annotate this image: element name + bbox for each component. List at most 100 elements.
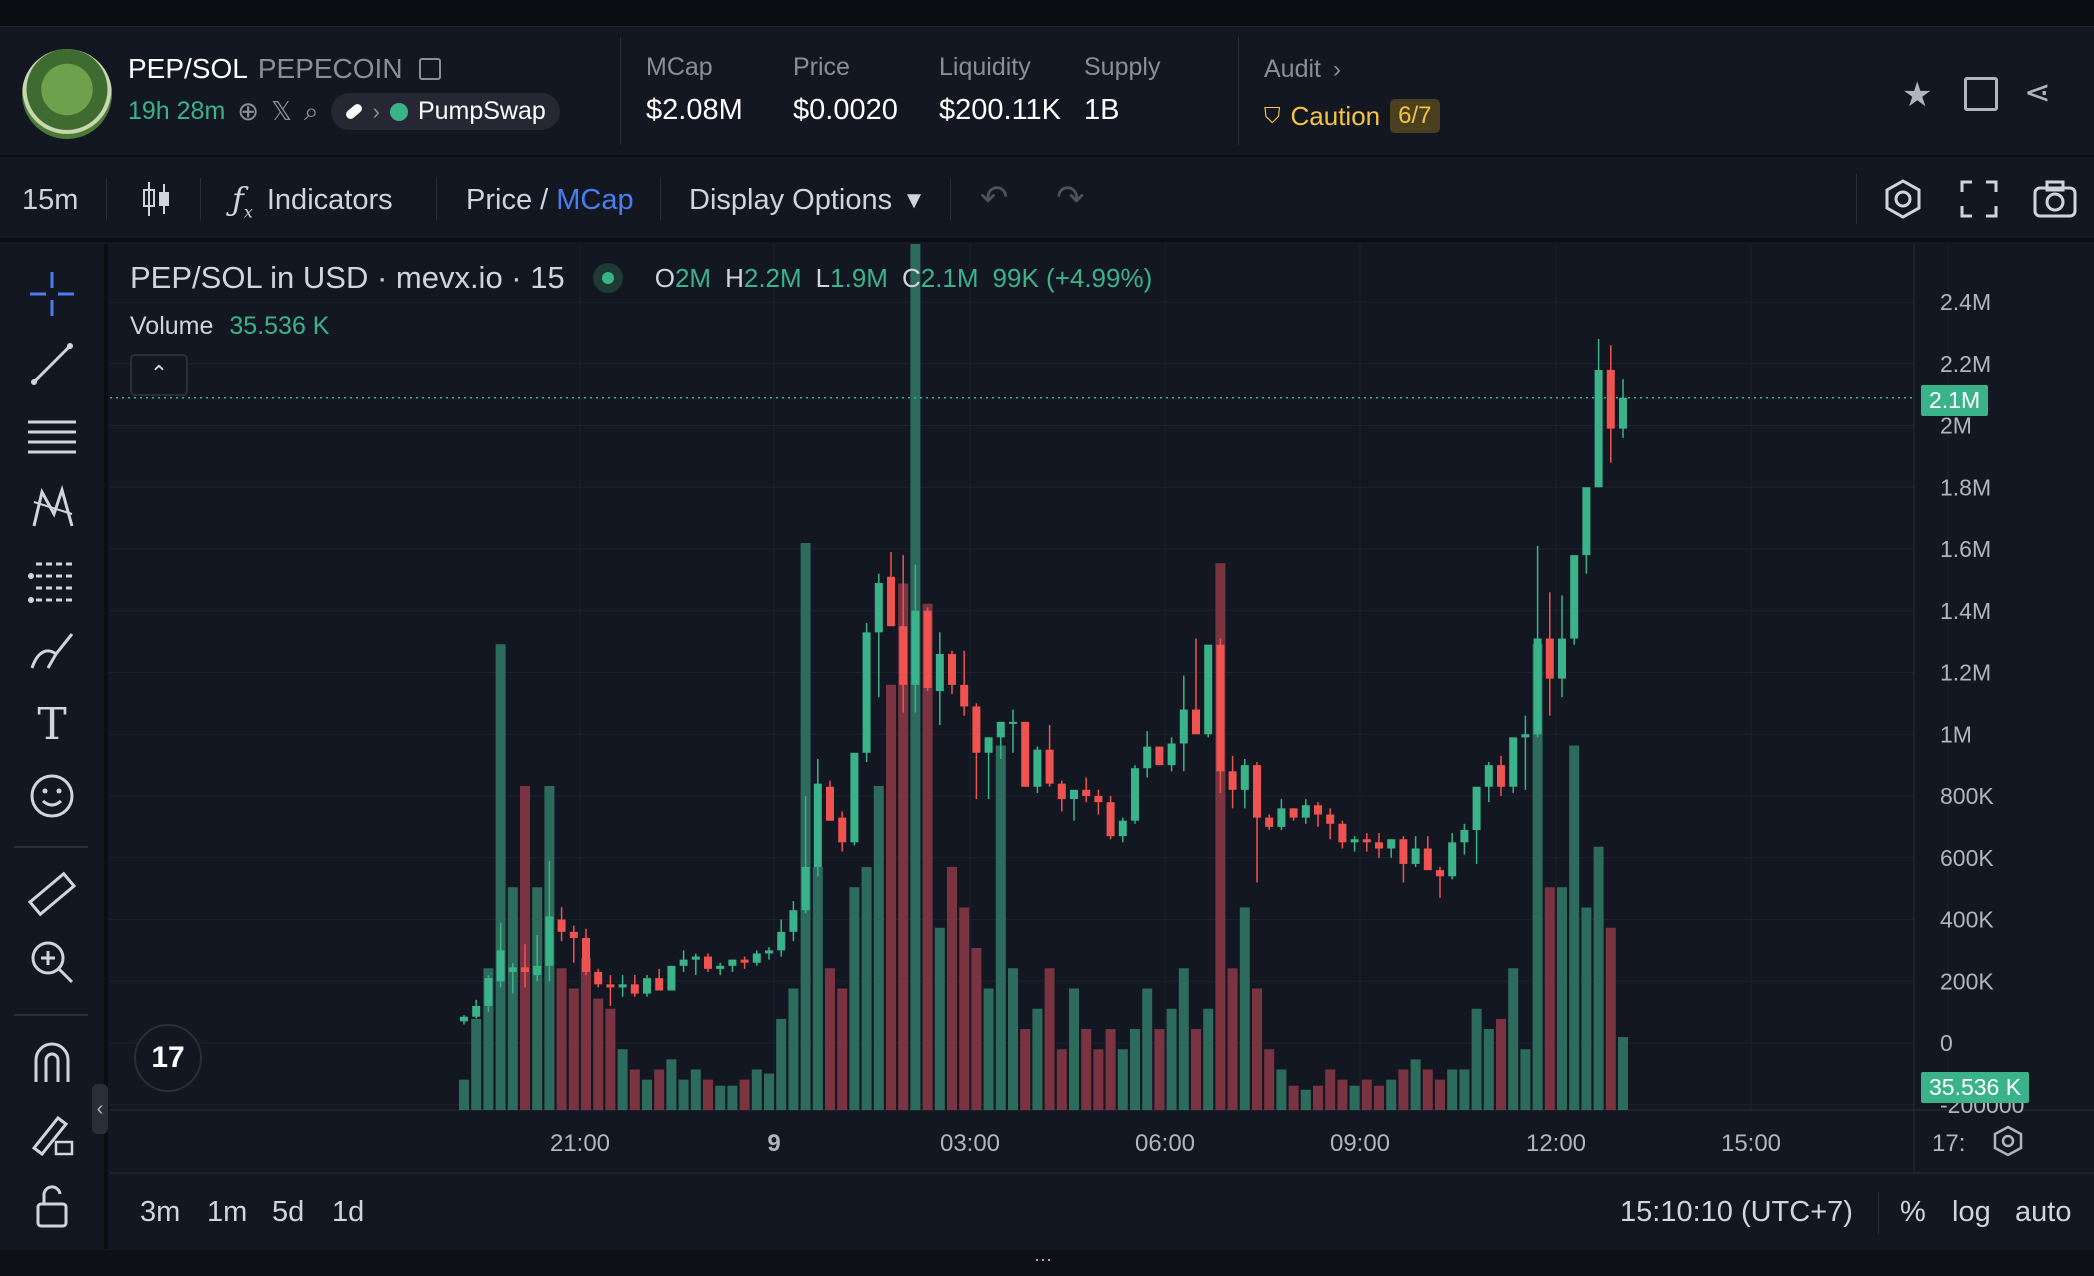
candle-body (1179, 709, 1188, 744)
brush-icon[interactable] (24, 624, 80, 680)
display-options-dropdown[interactable]: Display Options ▼ (689, 184, 926, 217)
chart-area[interactable]: 2.4M 2.2M 2M 1.8M 1.6M 1.4M 1.2M 1M 800K 600K 400K… (110, 244, 2094, 1170)
toolbar-divider (1856, 174, 1857, 224)
candle-body (887, 576, 895, 627)
axis-settings-icon[interactable] (1992, 1125, 2024, 1157)
candle-type-icon[interactable] (140, 180, 172, 218)
trendline-icon[interactable] (24, 336, 80, 392)
y-tick-label: 1.4M (1940, 598, 1991, 624)
volume-bar (629, 1069, 640, 1110)
fullscreen-icon[interactable] (1960, 180, 1998, 218)
legend-h-key: H (725, 262, 744, 293)
chart-bottom-bar: 3m 1m 5d 1d 15:10:10 (UTC+7) % log auto (110, 1172, 2094, 1250)
volume-bar (1032, 1008, 1043, 1110)
lock-icon[interactable] (24, 1178, 80, 1234)
range-1d[interactable]: 1d (332, 1196, 365, 1228)
settings-icon[interactable] (1882, 178, 1924, 220)
candle-body (472, 1005, 481, 1017)
magnet-icon[interactable] (24, 1034, 80, 1090)
range-1m[interactable]: 1m (207, 1196, 248, 1228)
price-mcap-toggle[interactable]: Price / MCap (466, 184, 634, 217)
volume-bar (666, 1059, 677, 1110)
undo-icon[interactable]: ↶ (980, 179, 1009, 217)
volume-bar (1215, 563, 1226, 1110)
candle-body (1155, 746, 1164, 766)
candle-body (1619, 397, 1627, 429)
legend-c-val: 2.1M (920, 262, 979, 293)
candle-body (691, 956, 700, 960)
candle-body (1558, 638, 1566, 679)
pattern-icon[interactable] (24, 480, 80, 536)
emoji-icon[interactable] (24, 768, 80, 824)
share-icon[interactable]: ⋖ (2024, 74, 2051, 110)
ruler-icon[interactable] (24, 866, 80, 922)
candle-body (1118, 820, 1127, 837)
range-3m[interactable]: 3m (140, 1196, 181, 1228)
volume-bar (1410, 1059, 1421, 1110)
volume-bar (1069, 988, 1079, 1110)
horizontal-lines-icon[interactable] (24, 408, 80, 464)
candle-body (1594, 369, 1603, 488)
redo-icon[interactable]: ↷ (1056, 179, 1085, 217)
toolbar-divider (106, 178, 107, 220)
candle-body (1094, 796, 1103, 803)
candle-body (813, 783, 822, 868)
volume-bar (837, 988, 848, 1110)
candle-body (1265, 817, 1274, 827)
legend-c-key: C (901, 262, 921, 293)
collapse-handle[interactable]: ‹ (92, 1084, 108, 1134)
tradingview-logo[interactable]: 17 (134, 1024, 202, 1092)
interval-button[interactable]: 15m (22, 184, 79, 216)
clock[interactable]: 15:10:10 (UTC+7) (1620, 1196, 1853, 1228)
zoom-in-icon[interactable] (24, 934, 80, 990)
resize-handle-icon[interactable]: ⋯ (1034, 1250, 1052, 1270)
drawing-toolbar: T ‹ (0, 244, 108, 1249)
auto-toggle[interactable]: auto (2015, 1196, 2072, 1228)
candle-body (679, 959, 688, 966)
volume-bar (1459, 1069, 1470, 1110)
lock-pencil-icon[interactable] (24, 1106, 80, 1162)
globe-icon[interactable]: ⊕ (237, 96, 260, 126)
volume-bar (1483, 1029, 1494, 1110)
volume-bar (1130, 1029, 1140, 1110)
stat-value: $0.0020 (793, 94, 898, 126)
copy-icon[interactable] (418, 58, 441, 80)
collapse-legend-button[interactable]: ⌃ (130, 354, 188, 396)
volume-legend: Volume 35.536 K (130, 312, 329, 341)
candle-body (1582, 487, 1591, 556)
audit-status[interactable]: ⛉ Caution 6/7 (1264, 99, 1440, 133)
compare-icon[interactable] (1964, 77, 1998, 111)
dex-pill[interactable]: › PumpSwap (330, 93, 560, 130)
candle-body (1009, 721, 1017, 724)
chart-legend: PEP/SOL in USD · mevx.io · 15 O2M H2.2M … (130, 260, 1152, 296)
volume-bar (605, 1008, 616, 1110)
log-toggle[interactable]: log (1952, 1196, 1991, 1228)
text-icon[interactable]: T (37, 698, 67, 750)
pumpswap-icon (389, 102, 408, 121)
candle-body (874, 582, 883, 633)
x-icon[interactable]: 𝕏 (271, 96, 293, 126)
tools-divider (14, 846, 88, 848)
volume-bar (654, 1069, 665, 1110)
x-tick-label: 21:00 (550, 1130, 610, 1157)
x-tick-label: 09:00 (1330, 1130, 1390, 1157)
candle-body (923, 610, 932, 688)
volume-bar (886, 684, 896, 1110)
crosshair-icon[interactable] (24, 266, 80, 322)
mcap-option[interactable]: MCap (556, 184, 634, 216)
percent-toggle[interactable]: % (1900, 1196, 1926, 1228)
price-chart[interactable]: 2.4M 2.2M 2M 1.8M 1.6M 1.4M 1.2M 1M 800K 600K 400K… (110, 244, 2094, 1170)
candle-body (1021, 721, 1030, 787)
range-5d[interactable]: 5d (272, 1196, 305, 1228)
audit-link[interactable]: Audit › (1264, 55, 1341, 84)
volume-bar (1020, 1029, 1031, 1110)
volume-bar (581, 958, 591, 1110)
fib-icon[interactable] (24, 552, 80, 608)
volume-bar (1117, 1049, 1128, 1110)
indicators-button[interactable]: ƒx Indicators (232, 180, 393, 221)
search-icon[interactable]: ⌕ (304, 95, 319, 126)
price-option[interactable]: Price (466, 184, 533, 216)
toolbar-divider (660, 178, 661, 220)
camera-icon[interactable] (2032, 180, 2078, 218)
star-icon[interactable]: ★ (1902, 76, 1933, 114)
